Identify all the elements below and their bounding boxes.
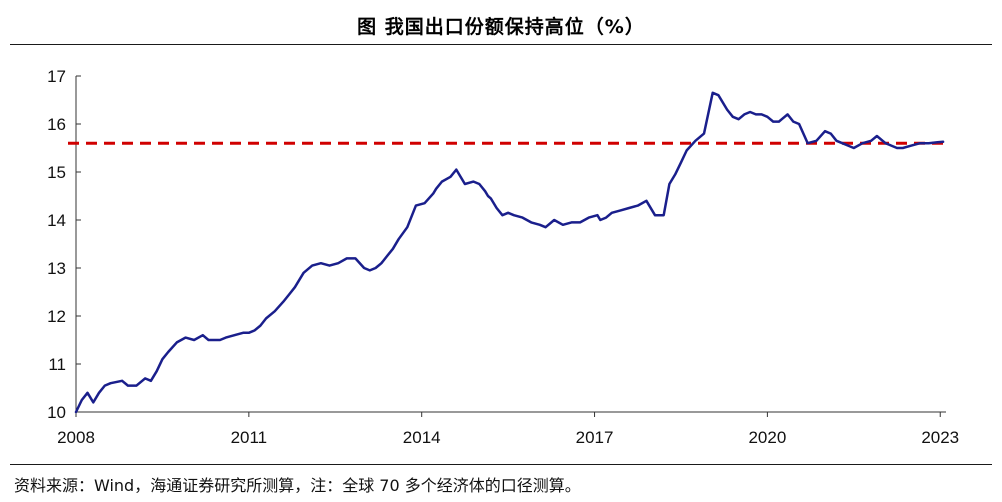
y-tick-label: 13 xyxy=(47,259,66,278)
y-tick-label: 15 xyxy=(47,163,66,182)
y-tick-label: 17 xyxy=(47,67,66,86)
chart-title: 图 我国出口份额保持高位（%） xyxy=(357,16,645,38)
x-tick-label: 2023 xyxy=(921,428,959,447)
axes: 10 11 12 13 14 15 16 17 2008 2011 2014 2017 2020 2023 xyxy=(47,67,959,447)
y-tick-label: 10 xyxy=(47,403,66,422)
x-tick-label: 2008 xyxy=(57,428,95,447)
series-group xyxy=(74,91,945,414)
x-tick-label: 2017 xyxy=(576,428,614,447)
top-divider xyxy=(10,44,992,45)
series-line xyxy=(74,91,945,414)
bottom-divider xyxy=(10,464,992,465)
source-note: 资料来源：Wind，海通证券研究所测算，注：全球 70 多个经济体的口径测算。 xyxy=(14,476,581,495)
y-tick-label: 11 xyxy=(48,355,66,374)
y-tick-label: 12 xyxy=(47,307,66,326)
line-chart: 10 11 12 13 14 15 16 17 2008 2011 2014 2017 2020 2023 xyxy=(47,67,959,447)
x-tick-label: 2011 xyxy=(231,428,268,447)
y-tick-label: 14 xyxy=(47,211,66,230)
y-tick-label: 16 xyxy=(47,115,66,134)
x-tick-label: 2014 xyxy=(403,428,441,447)
x-tick-label: 2020 xyxy=(748,428,786,447)
